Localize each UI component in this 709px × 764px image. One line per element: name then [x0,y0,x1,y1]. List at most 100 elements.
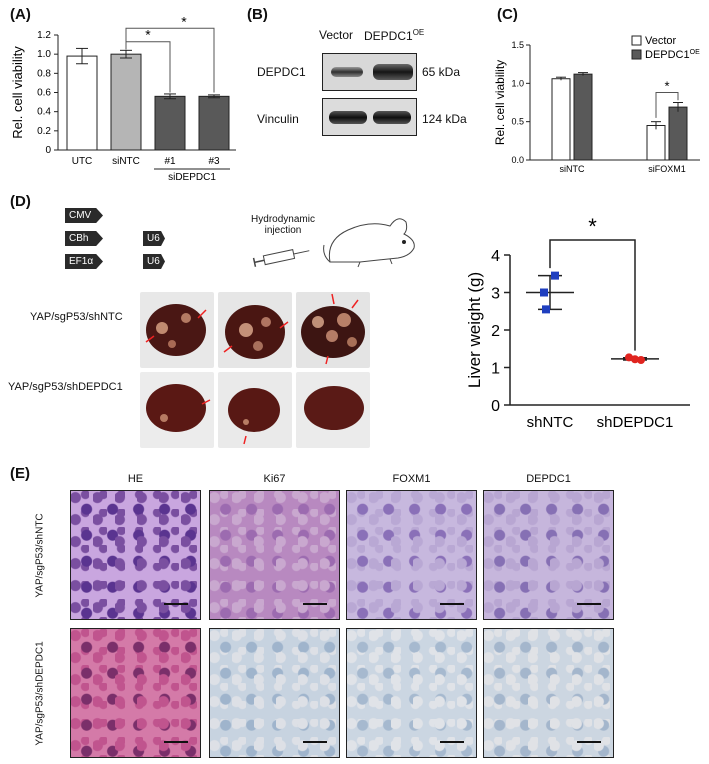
chart-c-bar [551,78,571,161]
chart-c-bar [573,73,593,161]
row-label-shdepdc1-wrap: YAP/sgP53/shDEPDC1 [30,628,50,758]
blot-depdc1 [322,53,417,91]
blot-label-vinculin: Vinculin [257,112,299,126]
liver-photo-shdepdc1-3 [296,372,370,448]
mouse-icon [323,218,415,268]
liver-photo-shntc-2 [218,292,292,368]
chart-c-ytick-label: 1.5 [511,40,524,50]
col-head-foxm1: FOXM1 [392,473,431,485]
chart-a-ytick-label: 0.6 [37,88,51,99]
panel-b: Vector DEPDC1OE DEPDC1 65 kDa Vinculin 1… [247,0,497,140]
col-head-he: HE [127,473,144,485]
histology-depdc1-shntc [483,490,614,620]
chart-d: 0 1 2 3 4 Liver weight (g) shNTC shDEPDC1 * [465,214,690,431]
chart-a-bar [66,55,98,151]
chart-d-category-label: shNTC [527,414,574,431]
histology-foxm1-shdepdc1 [346,628,477,758]
chart-c-ytick-label: 1.0 [511,78,524,88]
scale-bar [440,603,464,605]
chart-d-ylabel: Liver weight (g) [465,272,484,388]
histology-depdc1-shdepdc1 [483,628,614,758]
histology-ki67-shdepdc1 [209,628,340,758]
promoter-cbh: CBh [65,231,103,246]
scale-bar [303,603,327,605]
chart-a-ytick-label: 0.4 [37,107,51,118]
promoter-ef1a: EF1α [65,254,103,269]
panel-label-a: (A) [10,6,31,23]
liver-photo-shdepdc1-1 [140,372,214,448]
blot-size-depdc1: 65 kDa [422,65,461,79]
chart-c: 0.0 0.5 1.0 1.5 Rel. cell viability siNTC siFO… [493,35,700,174]
scale-bar [577,741,601,743]
histology-he-shdepdc1 [70,628,201,758]
scale-bar [164,741,188,743]
syringe-icon [252,249,310,267]
panel-e: HE Ki67 FOXM1 DEPDC1 YAP/sgP53/shNTC YAP… [0,465,709,764]
chart-c-legend-sup: OE [690,49,700,56]
histology-ki67-shntc [209,490,340,620]
chart-c-bracket [655,92,679,118]
chart-d-point [625,353,633,362]
scale-bar [164,603,188,605]
lane-vector-label: Vector [319,28,354,42]
liver-photo-shntc-3 [296,292,370,368]
chart-c-bar [646,125,666,161]
gene-sleeping-beauty: sleeping beauty [108,210,179,221]
chart-a-ytick-label: 0.2 [37,126,51,137]
chart-d-point [540,288,548,297]
chart-d-ytick-label: 3 [491,286,500,303]
col-head-depdc1: DEPDC1 [526,473,571,485]
row-label-shntc-wrap: YAP/sgP53/shNTC [30,490,50,620]
chart-d-ytick-label: 2 [491,323,500,340]
col-head-ki67: Ki67 [263,473,286,485]
chart-a-sig-star: * [145,27,151,43]
chart-d-ytick-label: 4 [491,248,500,265]
liver-row1-label: YAP/sgP53/shNTC [30,311,123,323]
chart-d-ytick-label: 0 [491,398,500,415]
chart-c-legend-swatch [631,35,642,46]
liver-photo-shntc-1 [140,292,214,368]
chart-d-point [542,305,550,314]
lane-oe-label: DEPDC1OE [364,28,425,43]
histo-row2-label: YAP/sgP53/shDEPDC1 [34,640,46,746]
panel-label-e: (E) [10,465,30,482]
chart-c-ytick-label: 0.0 [511,155,524,165]
panel-d: CMV sleeping beauty CBh Cas9 U6 sgP53 EF… [0,200,460,470]
panel-label-b: (B) [247,6,268,23]
chart-c-ylabel: Rel. cell viability [493,60,507,145]
chart-c-legend-label: Vector [645,35,677,47]
scale-bar [440,741,464,743]
gene-yap: YAP [108,256,128,267]
gene-shrna: shRNA [170,256,202,267]
histo-row1-label: YAP/sgP53/shNTC [34,512,46,598]
chart-c-ytick-label: 0.5 [511,117,524,127]
promoter-u6-1: U6 [143,231,165,246]
chart-a-ylabel: Rel. cell viability [10,46,25,139]
chart-a-category-label: #3 [208,156,220,167]
chart-c-legend-label: DEPDC1OE [645,49,700,61]
chart-d-point [551,271,559,280]
chart-a-ytick-label: 0 [45,145,51,156]
chart-a-bar [198,95,230,151]
chart-c-sig-star: * [664,79,669,94]
chart-a-bar [110,53,142,151]
scale-bar [577,603,601,605]
promoter-u6-2: U6 [143,254,165,269]
gene-cas9: Cas9 [108,233,132,244]
chart-d-point [631,355,639,364]
chart-a-category-label: UTC [72,156,93,167]
chart-a-group-label: siDEPDC1 [168,172,216,183]
chart-d-bracket [549,239,636,351]
chart-a-ytick-label: 1.2 [37,30,51,41]
liver-row2-label: YAP/sgP53/shDEPDC1 [8,381,123,393]
blot-vinculin [322,98,417,136]
chart-a-category-label: #1 [164,156,176,167]
chart-c-category-label: siFOXM1 [648,164,686,174]
chart-c-legend-swatch [631,49,642,60]
promoter-cmv: CMV [65,208,103,223]
scale-bar [303,741,327,743]
chart-d-point [637,356,645,364]
blot-size-vinculin: 124 kDa [422,112,467,126]
chart-d-ytick-label: 1 [491,361,500,378]
chart-a-category-label: siNTC [112,156,140,167]
